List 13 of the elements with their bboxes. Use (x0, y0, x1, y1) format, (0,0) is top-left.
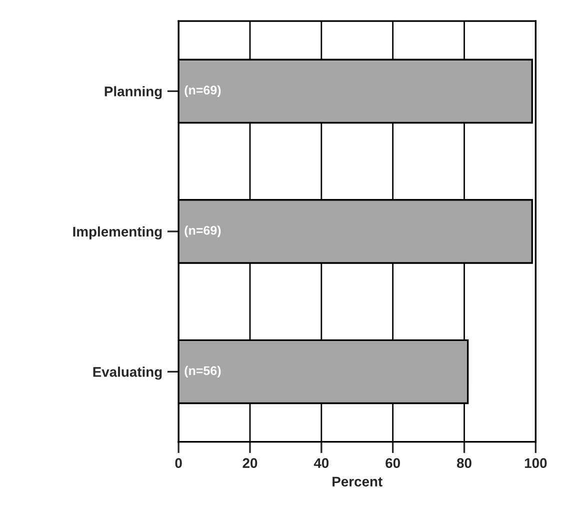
x-tick-label: 60 (386, 458, 400, 468)
x-tick-label: 40 (314, 458, 329, 468)
x-tick-label: 80 (456, 458, 472, 468)
x-tick-label: 0 (175, 458, 182, 468)
annotation: (n=56) (184, 366, 221, 378)
x-axis-title: Percent (332, 476, 382, 487)
x-tick-label: 100 (524, 458, 547, 468)
annotation: (n=69) (184, 226, 221, 238)
y-tick-label: Implementing (73, 226, 162, 240)
y-tick-label: Planning (104, 86, 162, 100)
annotation: (n=69) (184, 85, 221, 97)
x-tick-label: 20 (242, 458, 258, 468)
y-tick-label: Evaluating (93, 366, 162, 380)
